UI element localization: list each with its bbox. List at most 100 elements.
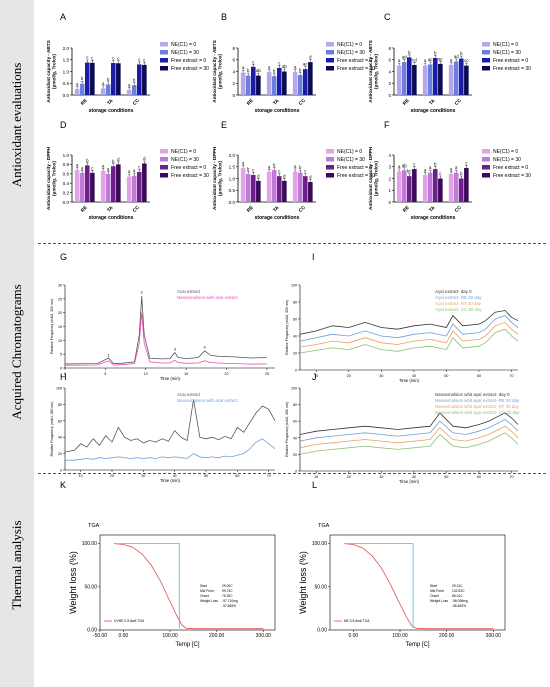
bar — [100, 88, 106, 95]
significance-letter: a — [102, 81, 105, 86]
y-tick-label: 10 — [58, 339, 62, 343]
y-tick-label: 20 — [293, 352, 297, 356]
significance-letter: c — [252, 59, 255, 64]
significance-letter: a — [76, 163, 79, 168]
y-tick-label: 1 — [388, 188, 391, 193]
y-tick-label: 60 — [58, 419, 62, 423]
significance-letter: b — [460, 171, 463, 176]
category-label: CC — [132, 97, 142, 107]
y-tick-label: 80 — [293, 403, 297, 407]
x-tick-label: 10 — [314, 475, 318, 479]
legend-entry: NE(C1) = 0 — [493, 149, 518, 155]
series-line — [114, 543, 180, 629]
bar — [142, 64, 147, 95]
bar — [282, 71, 287, 95]
bar — [401, 62, 407, 95]
legend-swatch — [326, 66, 334, 71]
panel-letter-D: D — [60, 120, 67, 130]
bar — [464, 167, 469, 202]
x-tick-label: 20 — [347, 374, 351, 378]
legend-swatch — [326, 173, 334, 178]
y-tick-label: 5 — [60, 353, 62, 357]
category-label: TA — [272, 98, 281, 107]
significance-letter: b — [273, 163, 276, 168]
significance-letter: c — [138, 57, 141, 62]
x-tick-label: 300.00 — [256, 633, 272, 639]
legend-entry: Free extract = 30 — [493, 66, 531, 72]
bar — [422, 65, 428, 95]
section-divider-1 — [38, 243, 546, 244]
panel-letter-L: L — [312, 480, 317, 490]
info-value: -97.710mg — [222, 599, 238, 603]
panel-letter-H: H — [60, 372, 67, 382]
significance-letter: b — [273, 69, 276, 74]
y-tick-label: 0 — [388, 93, 391, 98]
significance-letter: a — [242, 65, 245, 70]
info-value: 99.74C — [222, 589, 233, 593]
legend-entry: Açaí extract- CC 30 day — [435, 307, 482, 312]
x-tick-label: 20 — [225, 372, 229, 376]
significance-letter: d — [257, 173, 260, 178]
legend-entry: Free extract = 0 — [337, 58, 372, 64]
y-tick-label: 0.8 — [63, 162, 70, 167]
tga-corner-label: TGA — [318, 523, 330, 529]
section-divider-2 — [38, 473, 546, 474]
significance-letter: a — [450, 58, 453, 63]
y-tick-label: 100.00 — [312, 541, 328, 547]
info-value: 29.00C — [222, 584, 233, 588]
bar — [412, 65, 417, 95]
y-tick-label: 1.5 — [63, 58, 70, 63]
y-tick-label: 0 — [232, 93, 235, 98]
significance-letter: ad — [402, 55, 407, 60]
legend-swatch — [482, 50, 490, 55]
significance-letter: d — [143, 156, 146, 161]
plot-frame — [329, 534, 506, 631]
legend-entry: NE(C1) = 30 — [337, 157, 365, 163]
legend-entry: Acai extract — [177, 289, 201, 294]
y-axis-label-line: Antioxidant capacity - ABTS — [46, 40, 51, 103]
legend-entry: Free extract = 30 — [171, 173, 209, 179]
significance-letter: d — [283, 173, 286, 178]
line-chart-I: 10 20 30 40 50 60 70 0 20 40 60 80 100 Time (min) Rela… — [285, 284, 519, 383]
legend-swatch — [160, 173, 168, 178]
significance-letter: c — [91, 165, 94, 170]
bar — [137, 64, 142, 95]
legend-entry: NE(C1) = 0 — [337, 149, 362, 155]
category-label: TA — [272, 205, 281, 214]
bar — [396, 171, 402, 202]
y-tick-label: 100 — [291, 387, 297, 391]
series-line — [64, 399, 276, 453]
bar — [277, 176, 282, 202]
bar — [407, 176, 412, 202]
legend-entry: Free extract = 30 — [337, 66, 375, 72]
y-tick-label: 2 — [388, 81, 391, 86]
series-line — [343, 543, 494, 630]
significance-letter: a — [455, 165, 458, 170]
bar — [100, 170, 106, 202]
x-tick-label: 30 — [379, 475, 383, 479]
legend-entry: NE(C1) = 30 — [493, 50, 521, 56]
significance-letter: a — [102, 163, 105, 168]
significance-letter: a — [398, 58, 401, 63]
bar — [74, 170, 80, 202]
legend-entry: Nanoemulsion whit açaí extract- day 0 — [435, 392, 510, 397]
y-tick-label: 80 — [293, 301, 297, 305]
y-axis-label-line: Antioxidant capacity - DPPH — [46, 146, 51, 210]
series-line — [299, 432, 519, 455]
info-label: Mid Point — [200, 589, 214, 593]
significance-letter: cd — [412, 58, 417, 63]
bar — [271, 170, 277, 202]
y-tick-label: 15 — [58, 325, 62, 329]
y-tick-label: 0 — [388, 200, 391, 205]
bar — [459, 58, 464, 95]
y-tick-label: 0.5 — [63, 81, 70, 86]
bar — [251, 174, 256, 202]
x-tick-label: 100.00 — [392, 633, 408, 639]
panel-letter-E: E — [221, 120, 227, 130]
significance-letter: c — [117, 56, 120, 61]
y-axis-label: Relative Frequency (mAU, 320 nm) — [50, 299, 54, 354]
